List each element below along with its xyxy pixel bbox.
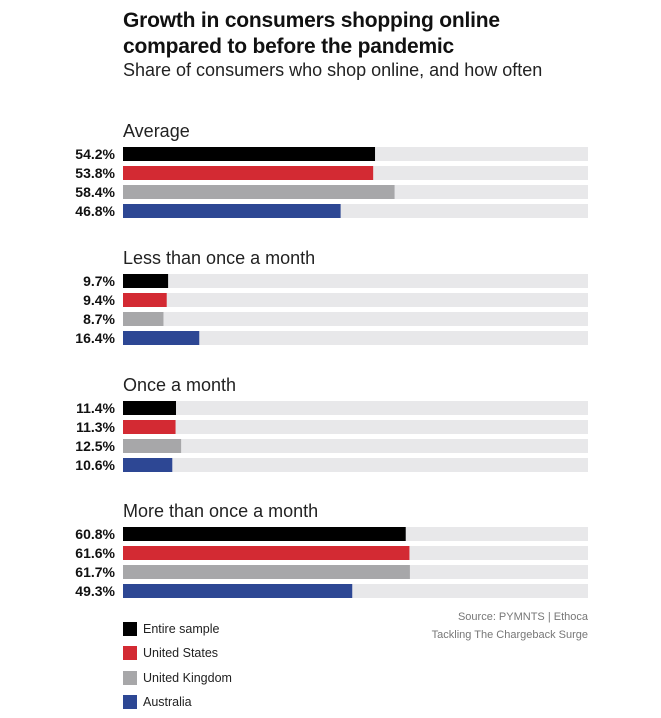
value-label: 53.8%: [75, 165, 115, 181]
value-label: 9.7%: [83, 273, 115, 289]
group-label-more-than-once-a-month: More than once a month: [123, 501, 318, 521]
bar-track: [123, 401, 588, 415]
value-label: 16.4%: [75, 330, 115, 346]
value-label: 46.8%: [75, 203, 115, 219]
value-label: 8.7%: [83, 311, 115, 327]
legend-label: Australia: [143, 695, 192, 709]
legend-label: United States: [143, 646, 219, 660]
bar-more-than-once-a-month-united-kingdom: [123, 565, 410, 579]
legend-label: Entire sample: [143, 622, 220, 636]
legend-swatch: [123, 646, 137, 660]
bar-less-than-once-a-month-entire-sample: [123, 274, 169, 288]
legend-swatch: [123, 695, 137, 709]
group-label-less-than-once-a-month: Less than once a month: [123, 248, 315, 268]
value-label: 11.4%: [76, 400, 115, 416]
value-label: 54.2%: [75, 146, 115, 162]
source-line-1: Source: PYMNTS | Ethoca: [457, 611, 588, 623]
bar-more-than-once-a-month-australia: [123, 584, 353, 598]
chart-title: Growth in consumers shopping online comp…: [123, 8, 500, 60]
value-label: 58.4%: [75, 184, 115, 200]
bar-average-australia: [123, 204, 341, 218]
chart-title-line-1: Growth in consumers shopping online: [123, 9, 500, 32]
bar-once-a-month-entire-sample: [123, 401, 177, 415]
bar-track: [123, 439, 588, 453]
bar-track: [123, 293, 588, 307]
chart-subtitle: Share of consumers who shop online, and …: [123, 60, 543, 80]
bar-less-than-once-a-month-united-states: [123, 293, 167, 307]
bar-track: [123, 420, 588, 434]
group-label-once-a-month: Once a month: [123, 375, 236, 395]
source-line-2: Tackling The Chargeback Surge: [431, 629, 588, 641]
value-label: 61.7%: [75, 564, 115, 580]
legend-swatch: [123, 622, 137, 636]
group-label-average: Average: [123, 121, 190, 141]
bar-track: [123, 274, 588, 288]
bar-more-than-once-a-month-united-states: [123, 546, 410, 560]
value-label: 10.6%: [75, 457, 115, 473]
value-label: 61.6%: [75, 545, 115, 561]
bar-average-united-kingdom: [123, 185, 395, 199]
legend-label: United Kingdom: [143, 671, 232, 685]
bar-chart: Average 54.2% 53.8% 58.4% 46.8% Less than onc…: [75, 121, 588, 599]
value-label: 11.3%: [76, 419, 115, 435]
bar-once-a-month-united-states: [123, 420, 176, 434]
bar-track: [123, 312, 588, 326]
bar-less-than-once-a-month-united-kingdom: [123, 312, 164, 326]
bar-average-entire-sample: [123, 147, 376, 161]
value-label: 60.8%: [75, 526, 115, 542]
bar-track: [123, 458, 588, 472]
value-label: 9.4%: [83, 292, 115, 308]
bar-less-than-once-a-month-australia: [123, 331, 200, 345]
legend-swatch: [123, 671, 137, 685]
bar-once-a-month-australia: [123, 458, 173, 472]
value-label: 49.3%: [75, 583, 115, 599]
chart-title-line-2: compared to before the pandemic: [123, 35, 455, 58]
bar-average-united-states: [123, 166, 374, 180]
bar-once-a-month-united-kingdom: [123, 439, 182, 453]
value-label: 12.5%: [75, 438, 115, 454]
bar-track: [123, 331, 588, 345]
bar-more-than-once-a-month-entire-sample: [123, 527, 406, 541]
